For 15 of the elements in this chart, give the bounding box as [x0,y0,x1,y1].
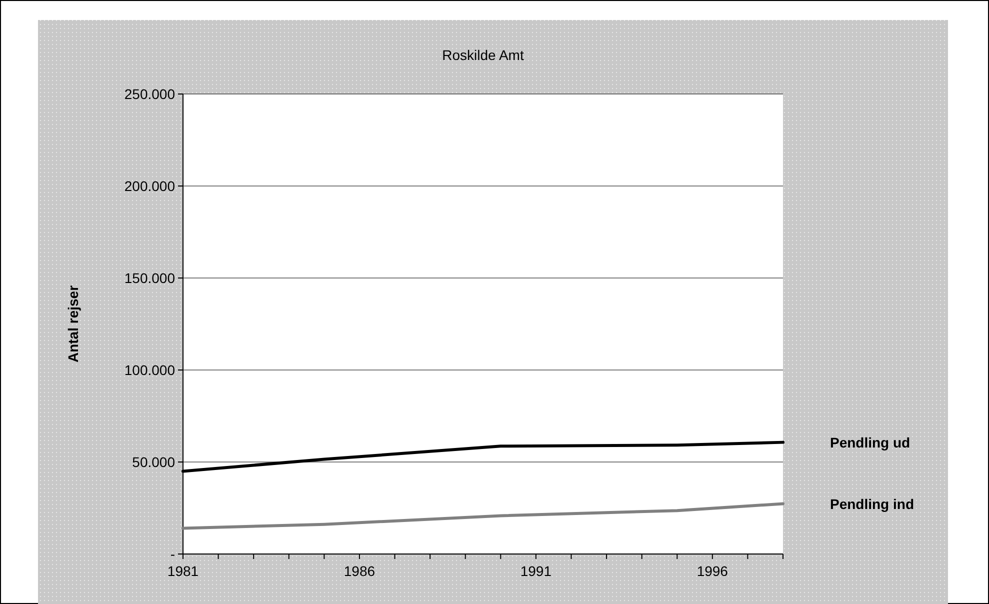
text: Pendling ind [830,496,914,512]
y-tick-label: 150.000 [124,270,176,286]
x-tick-label: 1996 [696,563,728,579]
y-tick-label: 200.000 [124,178,176,194]
y-axis-title: Antal rejser [65,284,81,363]
line-series [182,502,784,530]
x-tick-label: 1991 [520,563,552,579]
x-tick-label: 1986 [344,563,376,579]
y-tick-label: 250.000 [124,86,176,102]
y-tick-label: 50.000 [132,454,176,470]
x-tick-label: 1981 [167,563,199,579]
text: Pendling ud [830,434,910,450]
y-tick-label: - [170,546,176,562]
chart-title: Roskilde Amt [442,47,524,63]
y-tick-label: 100.000 [124,362,176,378]
